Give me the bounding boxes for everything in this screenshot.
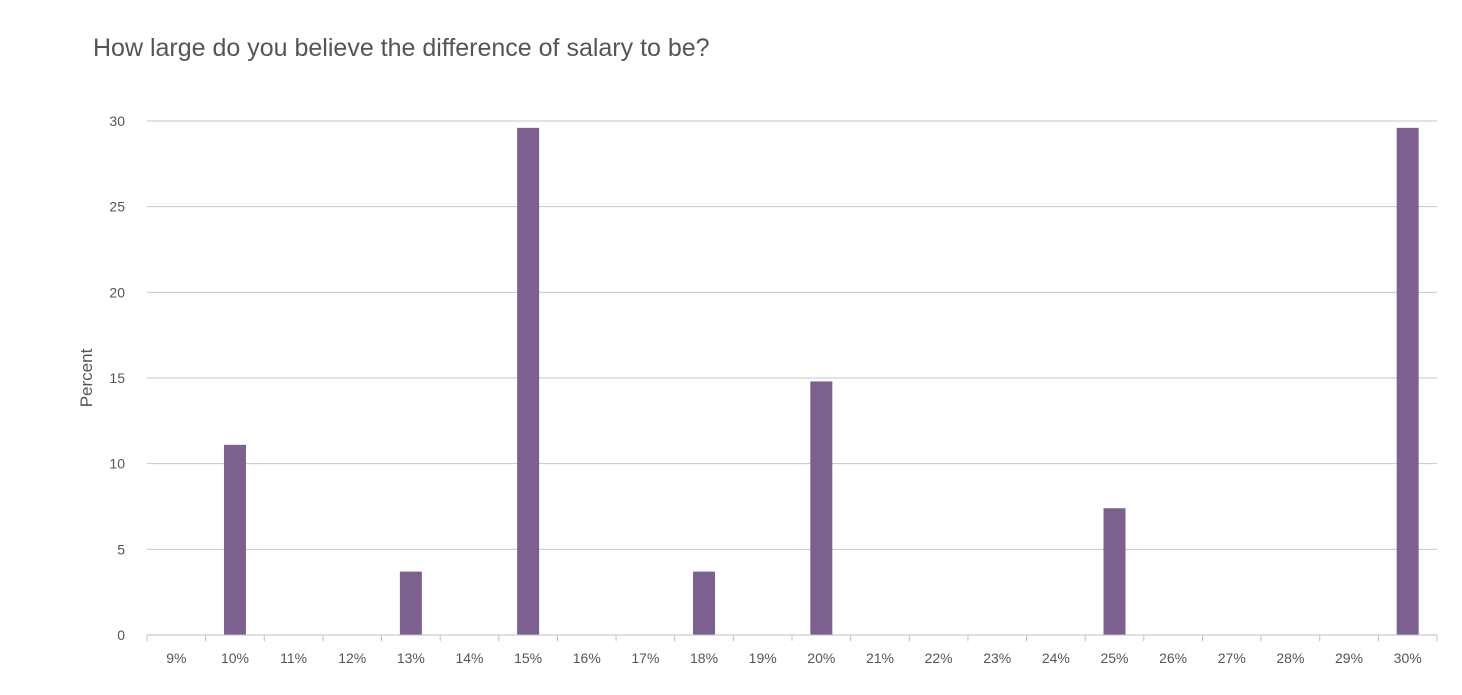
x-tick-label: 24% (1042, 650, 1070, 666)
bar-10pct (223, 444, 246, 635)
x-tick-label: 12% (338, 650, 366, 666)
x-tick-label: 13% (397, 650, 425, 666)
x-tick-label: 28% (1276, 650, 1304, 666)
y-tick-label: 10 (109, 456, 125, 472)
x-tick-label: 25% (1100, 650, 1128, 666)
x-tick-label: 21% (866, 650, 894, 666)
x-tick-label: 10% (221, 650, 249, 666)
bar-18pct (693, 571, 716, 635)
bar-13pct (399, 571, 422, 635)
bar-30pct (1396, 127, 1419, 635)
y-axis-title: Percent (77, 348, 96, 407)
bar-15pct (517, 127, 540, 635)
x-tick-label: 19% (749, 650, 777, 666)
bars (223, 127, 1419, 635)
y-tick-label: 5 (117, 541, 125, 557)
y-tick-label: 20 (109, 284, 125, 300)
bar-20pct (810, 381, 833, 635)
x-tick-label: 23% (983, 650, 1011, 666)
x-tick-label: 22% (925, 650, 953, 666)
chart-title: How large do you believe the difference … (93, 34, 710, 62)
x-tick-label: 9% (166, 650, 186, 666)
x-tick-label: 30% (1394, 650, 1422, 666)
x-tick-label: 17% (631, 650, 659, 666)
x-tick-label: 29% (1335, 650, 1363, 666)
y-tick-label: 0 (117, 627, 125, 643)
x-tick-label: 20% (807, 650, 835, 666)
x-tick-label: 14% (455, 650, 483, 666)
y-tick-label: 15 (109, 370, 125, 386)
x-tick-label: 15% (514, 650, 542, 666)
x-tick-label: 26% (1159, 650, 1187, 666)
x-tick-label: 27% (1218, 650, 1246, 666)
y-tick-labels: 0 5 10 15 20 25 30 (109, 113, 125, 643)
x-tick-labels: 9% 10% 11% 12% 13% 14% 15% 16% 17% 18% 19% 20% 21% 22… (166, 650, 1421, 666)
y-tick-label: 25 (109, 199, 125, 215)
gridlines (147, 120, 1437, 550)
x-tick-label: 11% (280, 650, 307, 666)
x-axis (146, 634, 1438, 641)
x-tick-label: 18% (690, 650, 718, 666)
y-tick-label: 30 (109, 113, 125, 129)
bar-25pct (1103, 508, 1126, 635)
x-tick-label: 16% (573, 650, 601, 666)
